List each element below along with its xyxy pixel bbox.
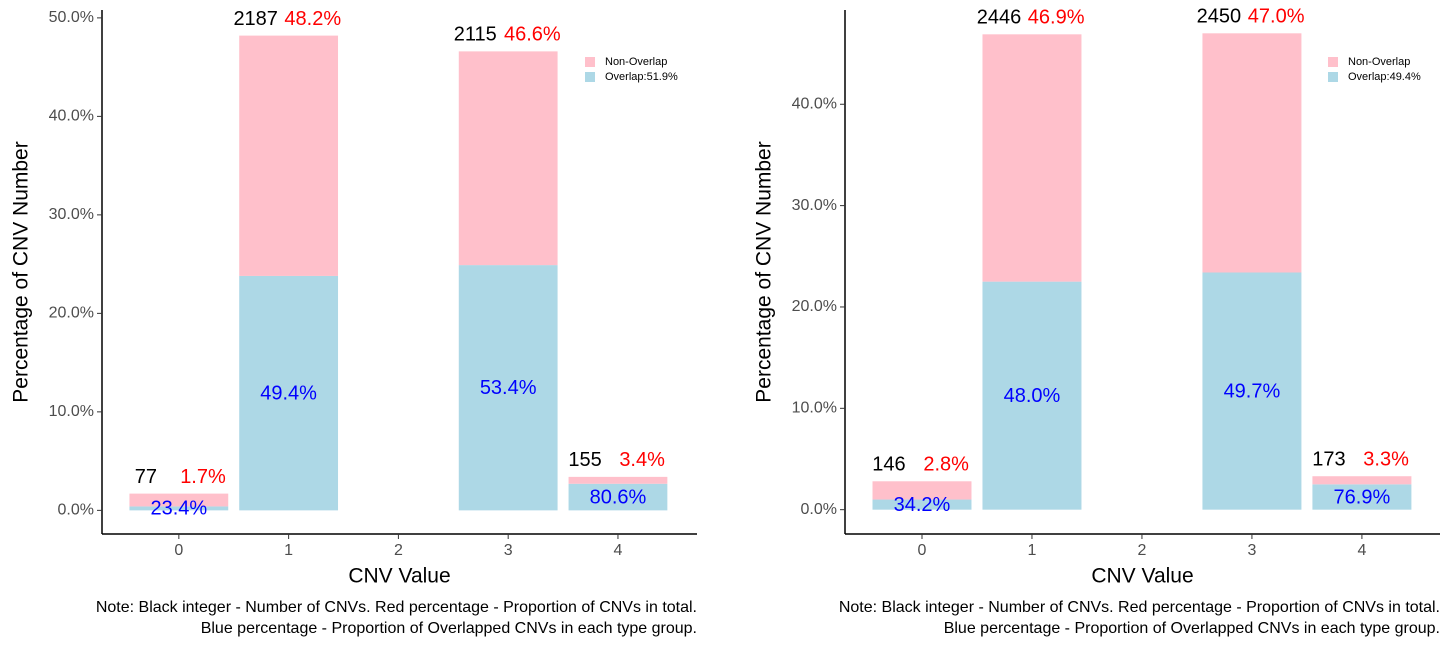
count-label: 155 xyxy=(568,449,601,471)
bar-segment xyxy=(239,35,339,276)
x-tick-label: 3 xyxy=(1247,542,1256,559)
total-label: 2.8% xyxy=(923,454,969,476)
y-tick-label: 10.0% xyxy=(792,400,837,417)
bar-segment xyxy=(129,506,229,511)
y-tick-label: 40.0% xyxy=(792,95,837,112)
total-label: 46.6% xyxy=(504,24,561,46)
note: Blue percentage - Proportion of Overlapp… xyxy=(201,620,697,637)
y-tick-label: 20.0% xyxy=(49,305,94,322)
count-label: 2187 xyxy=(233,8,278,30)
overlap-label: 80.6% xyxy=(590,486,647,508)
overlap-label: 49.4% xyxy=(260,382,317,404)
bar-segment xyxy=(982,281,1082,510)
overlap-label: 23.4% xyxy=(150,498,207,520)
bar-segment xyxy=(1202,33,1302,273)
note: Note: Black integer - Number of CNVs. Re… xyxy=(96,599,697,616)
bar-segment xyxy=(458,51,558,266)
overlap-label: 48.0% xyxy=(1004,385,1061,407)
bar-segment xyxy=(1312,484,1412,510)
y-tick-label: 0.0% xyxy=(801,501,837,518)
x-tick-label: 3 xyxy=(504,542,513,559)
bar-segment xyxy=(568,476,668,484)
legend-swatch xyxy=(585,57,595,67)
x-tick-label: 4 xyxy=(1357,542,1366,559)
legend-label: Non-Overlap xyxy=(1348,56,1410,68)
bar-segment xyxy=(239,275,339,511)
y-tick-label: 30.0% xyxy=(49,206,94,223)
bar-segment xyxy=(872,481,972,500)
total-label: 46.9% xyxy=(1028,7,1085,29)
count-label: 2115 xyxy=(454,24,497,46)
bar-segment xyxy=(568,483,668,511)
legend-label: Overlap:51.9% xyxy=(605,71,678,83)
legend-swatch xyxy=(585,72,595,82)
legend-label: Non-Overlap xyxy=(605,56,667,68)
y-tick-label: 50.0% xyxy=(49,9,94,26)
overlap-label: 34.2% xyxy=(894,494,951,516)
x-tick-label: 1 xyxy=(1028,542,1037,559)
total-label: 47.0% xyxy=(1248,6,1305,28)
bar-segment xyxy=(458,265,558,511)
y-axis-title: Percentage of CNV Number xyxy=(753,141,776,402)
legend-swatch xyxy=(1328,72,1338,82)
count-label: 146 xyxy=(872,454,905,476)
x-tick-label: 2 xyxy=(394,542,403,559)
y-tick-label: 30.0% xyxy=(792,197,837,214)
note: Note: Black integer - Number of CNVs. Re… xyxy=(839,599,1440,616)
total-label: 48.2% xyxy=(284,8,341,30)
x-tick-label: 2 xyxy=(1137,542,1146,559)
count-label: 173 xyxy=(1312,449,1345,471)
bar-segment xyxy=(982,34,1082,282)
chart: 77 1.7%23.4%2187 48.2%49.4%2115 46.6%53.4%1… xyxy=(10,8,697,637)
overlap-label: 49.7% xyxy=(1224,380,1281,402)
x-axis-title: CNV Value xyxy=(1091,565,1193,588)
total-label: 3.4% xyxy=(619,449,665,471)
y-tick-label: 40.0% xyxy=(49,108,94,125)
x-tick-label: 0 xyxy=(174,542,183,559)
note: Blue percentage - Proportion of Overlapp… xyxy=(944,620,1440,637)
count-label: 77 xyxy=(135,466,157,488)
bar-segment xyxy=(1312,476,1412,485)
count-label: 2446 xyxy=(977,7,1022,29)
legend-swatch xyxy=(1328,57,1338,67)
y-tick-label: 20.0% xyxy=(792,298,837,315)
count-label: 2450 xyxy=(1197,6,1242,28)
bar-segment xyxy=(872,499,972,510)
bar-segment xyxy=(1202,272,1302,510)
total-label: 1.7% xyxy=(180,466,226,488)
x-tick-label: 4 xyxy=(614,542,623,559)
x-axis-title: CNV Value xyxy=(348,565,450,588)
x-tick-label: 0 xyxy=(918,542,927,559)
legend-label: Overlap:49.4% xyxy=(1348,71,1421,83)
total-label: 3.3% xyxy=(1363,449,1409,471)
overlap-label: 76.9% xyxy=(1334,486,1391,508)
x-tick-label: 1 xyxy=(284,542,293,559)
y-tick-label: 0.0% xyxy=(58,502,94,519)
overlap-label: 53.4% xyxy=(480,377,537,399)
y-axis-title: Percentage of CNV Number xyxy=(10,141,33,402)
y-tick-label: 10.0% xyxy=(49,403,94,420)
bar-segment xyxy=(129,493,229,507)
chart: 146 2.8% 34.2% 2446 46.9% 48.0% 2450 47.0% 49.7%… xyxy=(753,6,1440,637)
